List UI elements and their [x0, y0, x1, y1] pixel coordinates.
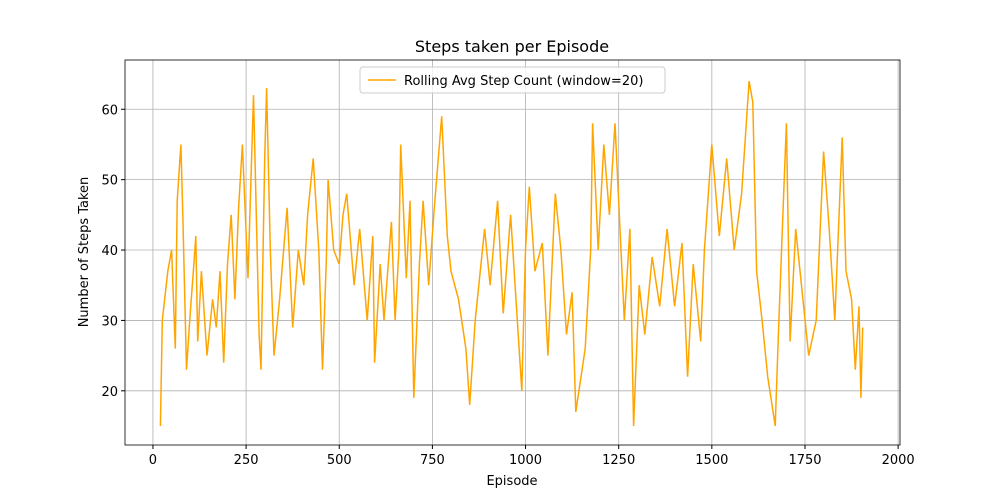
x-tick-label: 1000 — [509, 453, 542, 468]
x-axis-label: Episode — [486, 474, 537, 489]
y-tick-label: 40 — [101, 244, 118, 259]
x-tick-label: 250 — [234, 453, 259, 468]
line — [159, 80, 864, 427]
chart-title: Steps taken per Episode — [415, 37, 609, 56]
y-tick-label: 60 — [101, 103, 118, 118]
x-tick-label: 0 — [149, 453, 157, 468]
plot-frame — [124, 59, 901, 446]
x-tick-label: 1750 — [788, 453, 821, 468]
x-tick-label: 2000 — [882, 453, 915, 468]
y-axis-label: Number of Steps Taken — [77, 177, 92, 328]
y-tick-label: 50 — [101, 174, 118, 189]
x-tick-label: 1500 — [695, 453, 728, 468]
y-tick-label: 30 — [101, 314, 118, 329]
y-tick-label: 20 — [101, 385, 118, 400]
x-tick-label: 500 — [327, 453, 352, 468]
x-tick-label: 1250 — [602, 453, 635, 468]
legend-label: Rolling Avg Step Count (window=20) — [404, 74, 643, 89]
legend-box — [359, 66, 666, 94]
x-tick-label: 750 — [420, 453, 445, 468]
